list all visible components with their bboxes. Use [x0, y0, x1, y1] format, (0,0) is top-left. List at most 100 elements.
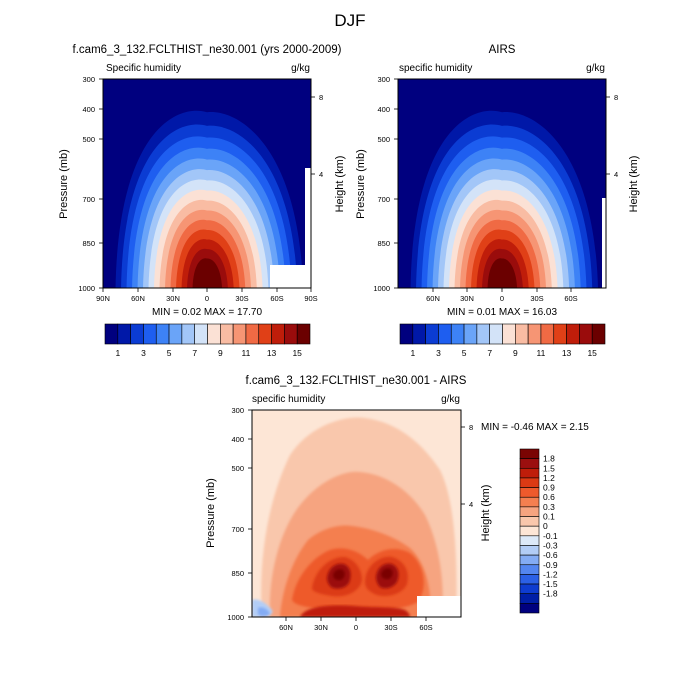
- y-axis-right-label: Height (km): [334, 156, 346, 213]
- colorbar-swatch: [245, 323, 260, 345]
- x-tick-label: 60S: [564, 294, 577, 303]
- y-tick-label: 700: [377, 195, 390, 204]
- y-axis-right: 8 4 Height (km): [606, 93, 640, 212]
- colorbar-swatch: [519, 545, 540, 556]
- colorbar-label: 7: [487, 348, 492, 358]
- panel-airs: AIRS specific humidity g/kg 300 400 500 …: [355, 44, 640, 358]
- x-tick-label: 30N: [314, 623, 328, 632]
- y-tick-label: 700: [82, 195, 95, 204]
- colorbar-swatch: [130, 323, 144, 345]
- y-tick-label: 850: [231, 569, 244, 578]
- panel-left-string: specific humidity: [399, 63, 472, 74]
- y-right-tick-label: 8: [469, 423, 473, 432]
- x-axis: 60N 30N 0 30S 60S: [426, 288, 578, 303]
- y-axis-right: 8 4 Height (km): [311, 93, 346, 212]
- y-axis-left: 300 400 500 700 850 1000 Pressure (mb): [205, 406, 252, 622]
- colorbar-label: 1.5: [543, 463, 555, 473]
- figure-title: DJF: [334, 11, 365, 30]
- colorbar-label: 1: [410, 348, 415, 358]
- y-tick-label: 400: [377, 105, 390, 114]
- colorbar-swatch: [168, 323, 183, 345]
- colorbar-label: 1.2: [543, 473, 555, 483]
- y-axis-left: 300 400 500 700 850 1000 Pressure (mb): [355, 75, 398, 293]
- colorbar-swatch: [104, 323, 119, 345]
- panel-right-string: g/kg: [586, 63, 605, 74]
- y-right-tick-label: 8: [614, 93, 618, 102]
- y-tick-label: 500: [82, 135, 95, 144]
- colorbar-swatch: [540, 323, 555, 345]
- missing-data-strip: [305, 168, 311, 288]
- colorbar-label: 11: [242, 348, 251, 358]
- colorbar-swatch: [591, 323, 606, 345]
- difference-contours: [252, 410, 461, 617]
- y-axis-right: 8 4 Height (km): [461, 423, 492, 541]
- y-axis-left: 300 400 500 700 850 1000 Pressure (mb): [58, 75, 103, 293]
- colorbar-swatch: [425, 323, 439, 345]
- missing-data-patch: [270, 265, 306, 288]
- colorbar-swatch: [519, 516, 540, 527]
- min-max-stats: MIN = 0.02 MAX = 17.70: [152, 307, 262, 318]
- colorbar-label: -0.9: [543, 560, 558, 570]
- panel-title: f.cam6_3_132.FCLTHIST_ne30.001 - AIRS: [246, 375, 467, 387]
- colorbar-swatch: [519, 487, 540, 498]
- humidity-contours: [103, 79, 311, 288]
- x-tick-label: 60S: [419, 623, 432, 632]
- y-tick-label: 300: [82, 75, 95, 84]
- x-axis: 90N 60N 30N 0 30S 60S 90S: [96, 288, 318, 303]
- x-tick-label: 0: [354, 623, 358, 632]
- colorbar-label: 0.9: [543, 483, 555, 493]
- colorbar-label: 13: [267, 348, 277, 358]
- x-tick-label: 30S: [384, 623, 397, 632]
- colorbar-label: 15: [587, 348, 597, 358]
- x-tick-label: 30S: [235, 294, 248, 303]
- colorbar-swatch: [579, 323, 593, 345]
- colorbar-swatch: [519, 583, 540, 595]
- colorbar-swatch: [412, 323, 426, 345]
- y-axis-label: Pressure (mb): [205, 478, 217, 548]
- colorbar-swatch: [450, 323, 465, 345]
- panel-title: AIRS: [489, 44, 516, 56]
- y-right-tick-label: 4: [469, 500, 473, 509]
- colorbar-swatch: [519, 564, 540, 575]
- colorbar-swatch: [438, 323, 452, 345]
- panel-difference: f.cam6_3_132.FCLTHIST_ne30.001 - AIRS sp…: [205, 375, 589, 632]
- colorbar-label: 1.8: [543, 454, 555, 464]
- colorbar-swatch: [258, 323, 272, 345]
- colorbar-swatch: [519, 525, 540, 537]
- colorbar-label: 13: [562, 348, 572, 358]
- colorbar: 1 3 5 7 9 11 13 15: [104, 323, 311, 358]
- colorbar-label: 1: [115, 348, 120, 358]
- colorbar-label: 3: [436, 348, 441, 358]
- colorbar-label: -1.2: [543, 569, 558, 579]
- y-axis-label: Pressure (mb): [355, 149, 367, 219]
- colorbar-swatch: [519, 496, 540, 508]
- colorbar-label: -0.6: [543, 550, 558, 560]
- colorbar-swatch: [515, 323, 529, 345]
- colorbar-label: 0: [543, 521, 548, 531]
- x-tick-label: 60S: [270, 294, 283, 303]
- y-tick-label: 850: [82, 239, 95, 248]
- y-tick-label: 300: [377, 75, 390, 84]
- colorbar-label: 11: [537, 348, 546, 358]
- contour-band: [300, 605, 410, 617]
- colorbar-swatch: [296, 323, 311, 345]
- missing-data-strip: [602, 198, 606, 288]
- y-tick-label: 300: [231, 406, 244, 415]
- colorbar-label: 9: [513, 348, 518, 358]
- y-axis-right-label: Height (km): [480, 485, 492, 542]
- contour-field: [398, 79, 606, 288]
- colorbar-swatch: [489, 323, 503, 345]
- colorbar-label: 9: [218, 348, 223, 358]
- x-tick-label: 60N: [279, 623, 293, 632]
- x-tick-label: 30S: [530, 294, 543, 303]
- colorbar-swatch: [143, 323, 157, 345]
- panel-left-string: specific humidity: [252, 394, 325, 405]
- colorbar-label: 5: [462, 348, 467, 358]
- colorbar-swatch: [553, 323, 567, 345]
- contour-field: [252, 410, 461, 617]
- colorbar-swatch: [284, 323, 298, 345]
- contour-band: [258, 607, 270, 617]
- x-tick-label: 0: [205, 294, 209, 303]
- panel-right-string: g/kg: [441, 394, 460, 405]
